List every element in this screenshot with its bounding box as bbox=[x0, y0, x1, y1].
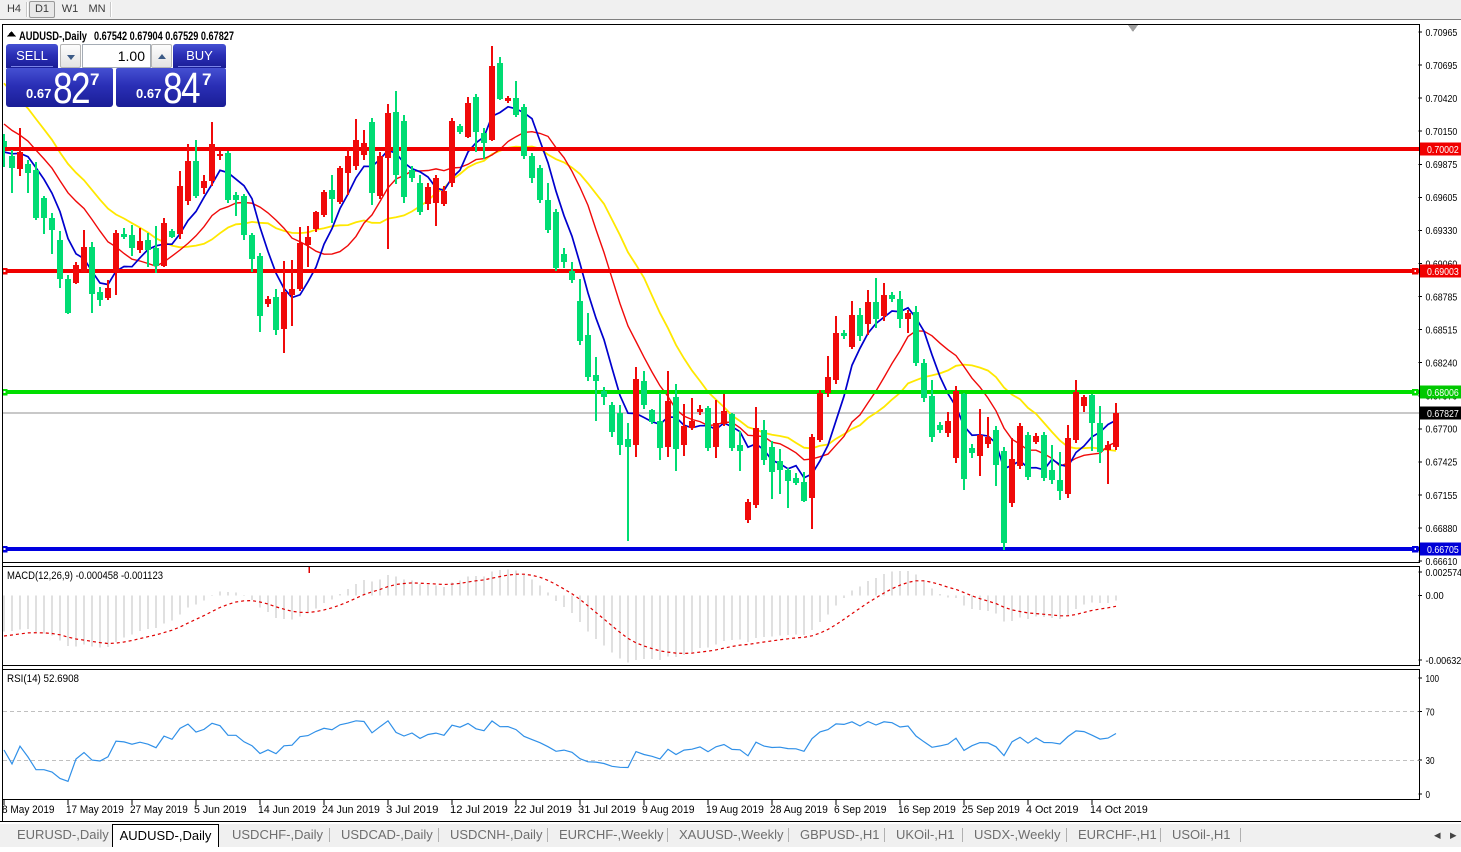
svg-text:0.70695: 0.70695 bbox=[1426, 60, 1458, 72]
svg-text:0.002574: 0.002574 bbox=[1426, 567, 1461, 579]
svg-text:19 Aug 2019: 19 Aug 2019 bbox=[706, 804, 764, 816]
svg-text:0.67542 0.67904 0.67529 0.6782: 0.67542 0.67904 0.67529 0.67827 bbox=[94, 31, 234, 43]
svg-text:0: 0 bbox=[1426, 789, 1431, 801]
svg-text:12 Jul 2019: 12 Jul 2019 bbox=[450, 804, 508, 816]
svg-text:16 Sep 2019: 16 Sep 2019 bbox=[898, 804, 956, 816]
svg-text:0.66880: 0.66880 bbox=[1426, 523, 1458, 535]
svg-text:17 May 2019: 17 May 2019 bbox=[66, 804, 124, 816]
svg-text:0.68785: 0.68785 bbox=[1426, 291, 1458, 303]
svg-text:31 Jul 2019: 31 Jul 2019 bbox=[578, 804, 636, 816]
svg-text:0.67827: 0.67827 bbox=[1427, 408, 1459, 420]
svg-text:0.70965: 0.70965 bbox=[1426, 27, 1458, 39]
svg-text:0.69605: 0.69605 bbox=[1426, 192, 1458, 204]
svg-text:0.70420: 0.70420 bbox=[1426, 93, 1458, 105]
svg-text:0.67155: 0.67155 bbox=[1426, 490, 1458, 502]
svg-text:25 Sep 2019: 25 Sep 2019 bbox=[962, 804, 1020, 816]
svg-text:0.66705: 0.66705 bbox=[1427, 544, 1459, 556]
svg-text:9 Aug 2019: 9 Aug 2019 bbox=[642, 804, 695, 816]
svg-text:0.69003: 0.69003 bbox=[1427, 266, 1459, 278]
svg-text:0.00: 0.00 bbox=[1426, 590, 1444, 602]
svg-text:RSI(14) 52.6908: RSI(14) 52.6908 bbox=[7, 673, 79, 685]
svg-text:28 Aug 2019: 28 Aug 2019 bbox=[770, 804, 828, 816]
svg-text:6 Sep 2019: 6 Sep 2019 bbox=[834, 804, 887, 816]
svg-text:0.69875: 0.69875 bbox=[1426, 159, 1458, 171]
svg-text:14 Oct 2019: 14 Oct 2019 bbox=[1090, 804, 1148, 816]
svg-text:-0.006326: -0.006326 bbox=[1426, 655, 1461, 667]
svg-text:27 May 2019: 27 May 2019 bbox=[130, 804, 188, 816]
svg-text:3 Jul 2019: 3 Jul 2019 bbox=[386, 804, 439, 816]
svg-text:0.70002: 0.70002 bbox=[1427, 144, 1459, 156]
svg-text:0.68240: 0.68240 bbox=[1426, 358, 1458, 370]
svg-text:22 Jul 2019: 22 Jul 2019 bbox=[514, 804, 572, 816]
svg-text:0.69330: 0.69330 bbox=[1426, 225, 1458, 237]
svg-text:0.68515: 0.68515 bbox=[1426, 324, 1458, 336]
svg-text:0.68006: 0.68006 bbox=[1427, 387, 1459, 399]
svg-text:5 Jun 2019: 5 Jun 2019 bbox=[194, 804, 247, 816]
svg-text:0.67425: 0.67425 bbox=[1426, 457, 1458, 469]
svg-text:8 May 2019: 8 May 2019 bbox=[2, 804, 55, 816]
svg-text:30: 30 bbox=[1426, 755, 1435, 767]
svg-text:4 Oct 2019: 4 Oct 2019 bbox=[1026, 804, 1079, 816]
svg-text:70: 70 bbox=[1426, 706, 1435, 718]
svg-text:MACD(12,26,9) -0.000458 -0.001: MACD(12,26,9) -0.000458 -0.001123 bbox=[7, 570, 163, 582]
svg-text:100: 100 bbox=[1426, 673, 1440, 685]
svg-text:24 Jun 2019: 24 Jun 2019 bbox=[322, 804, 380, 816]
svg-text:AUDUSD-,Daily: AUDUSD-,Daily bbox=[19, 31, 87, 43]
svg-text:0.67700: 0.67700 bbox=[1426, 424, 1458, 436]
svg-text:14 Jun 2019: 14 Jun 2019 bbox=[258, 804, 316, 816]
svg-text:0.70150: 0.70150 bbox=[1426, 126, 1458, 138]
